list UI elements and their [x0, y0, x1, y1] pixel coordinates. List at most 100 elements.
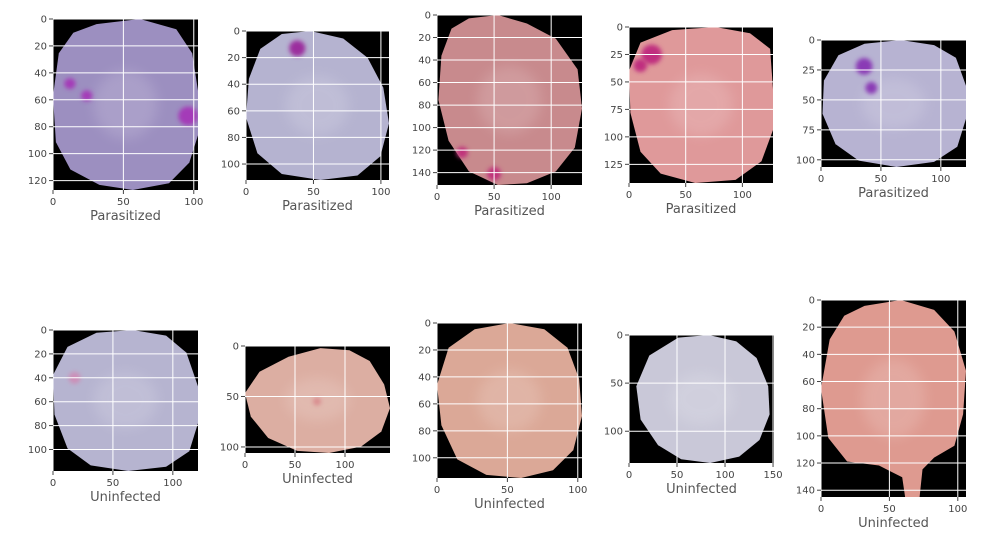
cell-highlight [477, 369, 542, 432]
cell-highlight [286, 75, 349, 136]
y-tick-label: 60 [802, 377, 815, 388]
x-tick-label: 0 [626, 470, 632, 481]
x-tick-label: 50 [307, 187, 320, 198]
x-axis-label: Uninfected [858, 516, 929, 531]
y-tick-label: 80 [34, 122, 47, 133]
x-tick-label: 100 [371, 187, 390, 198]
y-tick-label: 100 [412, 453, 431, 464]
y-tick-label: 100 [28, 445, 47, 456]
parasite-stain-2 [456, 146, 468, 158]
panel-10: 0 50 100 0 20 40 60 80 100 120 140 Uninfected [796, 296, 967, 532]
x-tick-label: 0 [50, 197, 56, 208]
x-tick-label: 100 [931, 174, 950, 185]
parasite-stain-1 [289, 40, 306, 57]
y-tick-label: 0 [234, 27, 240, 38]
y-tick-label: 40 [418, 372, 431, 383]
y-tick-label: 20 [34, 41, 47, 52]
cell-highlight [669, 73, 733, 137]
x-tick-label: 50 [289, 460, 302, 471]
x-tick-label: 0 [626, 190, 632, 201]
y-tick-label: 0 [809, 296, 815, 307]
x-tick-label: 100 [733, 190, 752, 201]
x-tick-label: 50 [501, 485, 514, 496]
y-tick-label: 0 [41, 326, 47, 337]
y-tick-label: 60 [227, 106, 240, 117]
parasite-stain-1 [855, 57, 873, 75]
cell-highlight [861, 78, 926, 129]
cell-highlight [93, 70, 158, 139]
y-tick-label: 20 [418, 33, 431, 44]
y-tick-label: 50 [802, 95, 815, 106]
image-content [437, 15, 582, 185]
y-tick-label: 80 [802, 404, 815, 415]
x-tick-label: 0 [242, 460, 248, 471]
x-tick-label: 50 [488, 192, 501, 203]
panel-1: 0 50 100 0 20 40 60 80 100 120 Parasitized [28, 15, 203, 225]
cell-highlight [861, 359, 926, 438]
cell-highlight [669, 373, 734, 425]
x-tick-label: 0 [818, 504, 824, 515]
x-tick-label: 100 [948, 504, 967, 515]
y-tick-label: 0 [617, 23, 623, 34]
y-tick-label: 25 [802, 65, 815, 76]
y-tick-label: 0 [809, 36, 815, 47]
y-tick-label: 100 [796, 155, 815, 166]
image-content [821, 300, 966, 497]
image-content [629, 27, 773, 183]
x-tick-label: 50 [117, 197, 130, 208]
y-tick-label: 0 [425, 319, 431, 330]
y-tick-label: 0 [233, 342, 239, 353]
image-content [437, 323, 582, 478]
parasite-stain-1 [313, 397, 321, 406]
image-content [245, 346, 390, 453]
y-tick-label: 75 [610, 105, 623, 116]
x-axis-label: Parasitized [858, 186, 929, 201]
x-tick-label: 50 [679, 190, 692, 201]
y-tick-label: 50 [226, 392, 239, 403]
y-tick-label: 50 [610, 379, 623, 390]
y-tick-label: 125 [604, 160, 623, 171]
y-tick-label: 20 [418, 345, 431, 356]
x-tick-label: 0 [243, 187, 249, 198]
y-tick-label: 60 [34, 397, 47, 408]
panel-4: 0 50 100 0 25 50 75 100 125 Parasitized [604, 23, 773, 217]
y-tick-label: 100 [604, 427, 623, 438]
parasite-stain-1 [178, 106, 198, 126]
y-tick-label: 20 [227, 53, 240, 64]
panel-3: 0 50 100 0 20 40 60 80 100 120 140 Parasitized [412, 11, 582, 219]
y-tick-label: 140 [796, 486, 815, 497]
y-tick-label: 100 [28, 149, 47, 160]
image-content [53, 19, 198, 190]
y-tick-label: 40 [227, 80, 240, 91]
x-axis-label: Parasitized [666, 202, 737, 217]
y-tick-label: 100 [796, 431, 815, 442]
y-tick-label: 80 [418, 101, 431, 112]
y-tick-label: 40 [34, 373, 47, 384]
x-axis-label: Parasitized [90, 209, 161, 224]
y-tick-label: 80 [227, 133, 240, 144]
x-axis-label: Parasitized [474, 204, 545, 219]
y-tick-label: 120 [796, 459, 815, 470]
x-tick-label: 100 [184, 197, 203, 208]
y-tick-label: 40 [34, 68, 47, 79]
x-tick-label: 50 [671, 470, 684, 481]
cell-highlight [93, 372, 158, 429]
panel-2: 0 50 100 0 20 40 60 80 100 Parasitized [221, 27, 391, 215]
y-tick-label: 0 [425, 11, 431, 22]
x-axis-label: Uninfected [90, 490, 161, 505]
panel-8: 0 50 100 0 20 40 60 80 100 Uninfected [412, 319, 587, 513]
y-tick-label: 100 [221, 160, 240, 171]
x-tick-label: 100 [542, 192, 561, 203]
x-tick-label: 100 [163, 478, 182, 489]
y-tick-label: 20 [802, 323, 815, 334]
image-content [629, 335, 774, 463]
x-axis-label: Uninfected [474, 497, 545, 512]
y-tick-label: 40 [802, 350, 815, 361]
parasite-stain-2 [865, 81, 878, 94]
y-tick-label: 0 [617, 331, 623, 342]
y-tick-label: 20 [34, 349, 47, 360]
x-axis-label: Parasitized [282, 199, 353, 214]
